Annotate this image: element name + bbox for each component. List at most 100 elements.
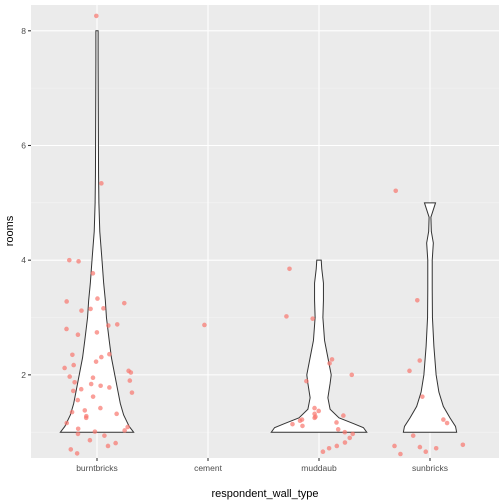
data-point xyxy=(87,437,93,443)
data-point xyxy=(417,444,423,450)
data-point xyxy=(304,378,309,384)
violins xyxy=(59,30,458,433)
y-tick-label: 6 xyxy=(21,140,26,150)
data-point xyxy=(113,440,118,446)
data-point xyxy=(88,381,94,387)
data-point xyxy=(347,435,353,441)
data-point xyxy=(441,417,446,422)
jitter-points xyxy=(62,13,466,457)
y-axis-ticks: 2 4 6 8 xyxy=(21,26,31,380)
data-point xyxy=(95,296,100,301)
data-point xyxy=(334,443,340,449)
data-point xyxy=(121,300,127,306)
data-point xyxy=(342,429,348,435)
y-axis-title: rooms xyxy=(4,215,16,246)
data-point xyxy=(349,372,355,378)
data-point xyxy=(335,427,341,432)
x-tick-label: cement xyxy=(194,463,223,473)
data-point xyxy=(79,308,84,313)
data-point xyxy=(94,13,99,19)
x-tick-label: sunbricks xyxy=(412,463,448,473)
data-point xyxy=(423,449,429,454)
y-tick-label: 8 xyxy=(21,26,26,36)
data-point xyxy=(125,424,130,430)
data-point xyxy=(312,415,317,421)
data-point xyxy=(433,445,439,451)
data-point xyxy=(93,359,99,364)
data-point xyxy=(341,413,346,418)
data-point xyxy=(202,322,207,328)
y-tick-label: 2 xyxy=(21,370,26,380)
data-point xyxy=(74,451,80,456)
data-point xyxy=(98,405,103,411)
data-point xyxy=(392,443,397,449)
violin-burntbricks xyxy=(59,30,135,433)
data-point xyxy=(69,409,75,415)
data-point xyxy=(101,306,106,311)
x-tick-label: burntbricks xyxy=(76,463,118,473)
violin-sunbricks xyxy=(402,202,458,433)
data-point xyxy=(98,383,103,389)
data-point xyxy=(64,326,69,332)
data-point xyxy=(78,386,84,392)
data-point xyxy=(67,257,72,263)
data-point xyxy=(82,408,88,413)
data-point xyxy=(128,370,134,375)
data-point xyxy=(92,429,98,434)
data-point xyxy=(75,397,81,403)
data-point xyxy=(64,420,70,426)
data-point xyxy=(329,357,335,362)
data-point xyxy=(410,433,416,438)
data-point xyxy=(90,375,96,381)
data-point xyxy=(287,266,292,272)
data-point xyxy=(88,306,93,312)
data-point xyxy=(460,442,466,448)
data-point xyxy=(420,394,425,399)
data-point xyxy=(129,390,135,395)
data-point xyxy=(99,181,104,186)
data-point xyxy=(72,380,77,385)
data-point xyxy=(102,433,107,438)
data-point xyxy=(415,298,420,303)
x-axis-title: respondent_wall_type xyxy=(211,488,318,500)
data-point xyxy=(105,443,111,449)
x-tick-label: muddaub xyxy=(301,463,337,473)
data-point xyxy=(76,259,81,264)
data-point xyxy=(75,426,81,432)
data-point xyxy=(94,330,100,335)
data-point xyxy=(444,420,450,426)
data-point xyxy=(114,411,119,417)
data-point xyxy=(106,323,111,328)
data-point xyxy=(312,405,317,411)
data-point xyxy=(300,423,305,429)
data-point xyxy=(99,354,104,360)
data-point xyxy=(64,299,69,304)
data-point xyxy=(350,431,356,437)
data-point xyxy=(284,314,289,319)
data-point xyxy=(107,385,112,390)
data-point xyxy=(75,431,81,437)
data-point xyxy=(127,378,133,383)
data-point xyxy=(71,362,76,368)
data-point xyxy=(310,316,315,321)
data-point xyxy=(68,447,74,452)
data-point xyxy=(70,352,75,358)
y-tick-label: 4 xyxy=(21,255,26,265)
data-point xyxy=(90,394,96,399)
data-point xyxy=(67,374,72,379)
data-point xyxy=(417,358,423,363)
data-point xyxy=(327,361,332,366)
data-point xyxy=(297,418,303,424)
data-point xyxy=(316,408,322,414)
data-point xyxy=(62,365,67,371)
data-point xyxy=(114,322,120,327)
data-point xyxy=(70,388,76,394)
data-point xyxy=(320,449,326,454)
data-point xyxy=(107,351,112,357)
data-point xyxy=(342,440,348,445)
x-axis-ticks: burntbricks cement muddaub sunbricks xyxy=(76,458,448,473)
data-point xyxy=(75,332,81,338)
violin-muddaub xyxy=(270,259,368,433)
data-point xyxy=(398,451,403,457)
